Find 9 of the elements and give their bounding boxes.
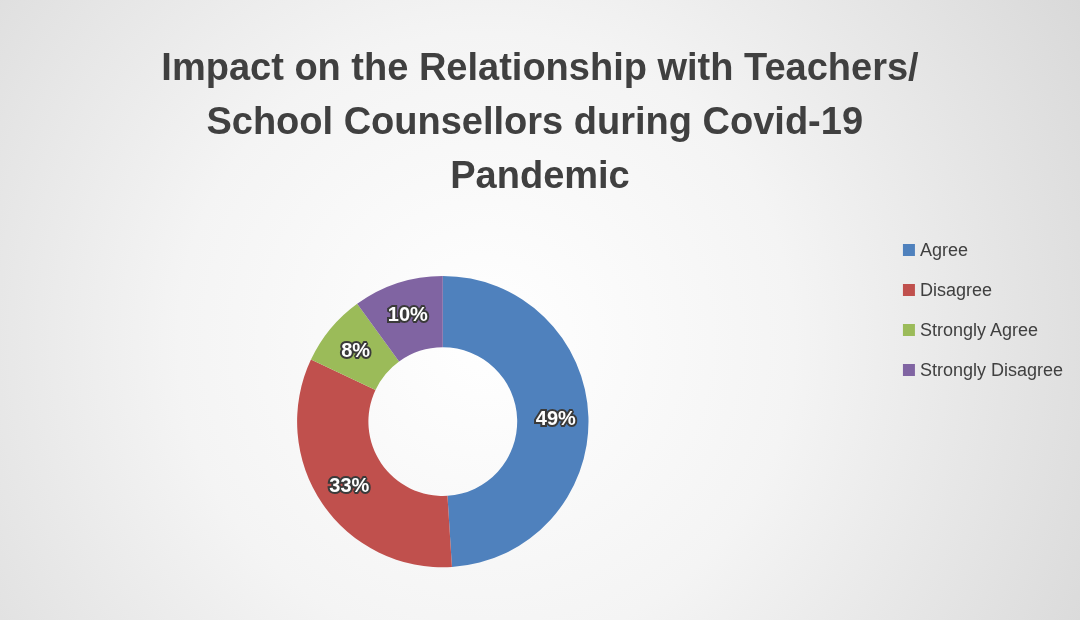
data-label: 49% xyxy=(535,407,577,430)
chart-title: Impact on the Relationship with Teachers/School Counsellors during Covid-19 Pandemic xyxy=(161,46,920,196)
legend-label: Strongly Disagree xyxy=(919,360,1064,380)
data-label: 33% xyxy=(329,474,370,497)
legend-label: Disagree xyxy=(919,280,992,300)
legend-label: Strongly Agree xyxy=(919,320,1039,340)
data-label: 10% xyxy=(387,303,429,326)
legend-label: Agree xyxy=(919,240,968,260)
data-label: 8% xyxy=(341,338,371,361)
